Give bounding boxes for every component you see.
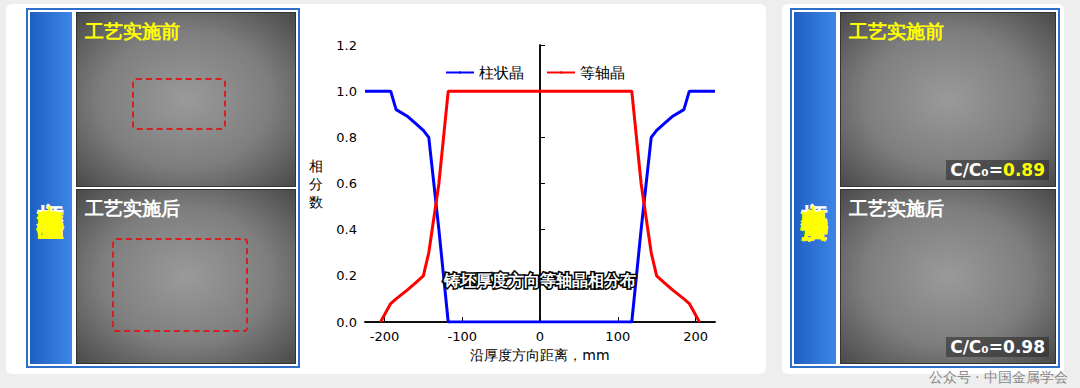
svg-text:-100: -100 (447, 329, 477, 344)
svg-text:1.0: 1.0 (336, 84, 357, 99)
html-text:中心等轴晶区: 中心等轴晶区 (36, 184, 67, 196)
svg-text:0.2: 0.2 (336, 268, 357, 283)
html-text:方坯: 方坯 (36, 180, 67, 184)
html-text:C/C₀= 0.98: C/C₀= 0.98 (950, 337, 1045, 357)
svg-text:分: 分 (309, 176, 323, 192)
svg-text:0.4: 0.4 (336, 222, 357, 237)
svg-text:沿厚度方向距离，mm: 沿厚度方向距离，mm (470, 347, 609, 363)
html-text:工艺实施后: 工艺实施后 (85, 197, 180, 219)
svg-text:0.8: 0.8 (336, 130, 357, 145)
html-text:C/C₀= 0.89: C/C₀= 0.89 (950, 160, 1045, 180)
svg-text:数: 数 (309, 194, 323, 210)
html-text:方坯: 方坯 (800, 180, 831, 184)
svg-text:柱状晶: 柱状晶 (479, 64, 524, 82)
html-text:中心低倍质量: 中心低倍质量 (800, 184, 831, 196)
svg-text:100: 100 (605, 329, 630, 344)
svg-text:0.6: 0.6 (336, 176, 357, 191)
svg-text:相: 相 (309, 158, 323, 174)
svg-text:0.0: 0.0 (336, 315, 357, 330)
html-text:工艺实施前: 工艺实施前 (849, 20, 944, 42)
svg-text:200: 200 (683, 329, 708, 344)
html-text:公众号 · 中国金属学会: 公众号 · 中国金属学会 (928, 369, 1068, 385)
html-text:工艺实施后: 工艺实施后 (849, 197, 944, 219)
svg-text:1.2: 1.2 (336, 38, 357, 53)
svg-text:铸坯厚度方向等轴晶相分布: 铸坯厚度方向等轴晶相分布 (443, 271, 636, 290)
html-text:工艺实施前: 工艺实施前 (85, 20, 180, 42)
svg-text:等轴晶: 等轴晶 (580, 64, 625, 82)
svg-text:-200: -200 (370, 329, 400, 344)
svg-text:0: 0 (536, 329, 544, 344)
